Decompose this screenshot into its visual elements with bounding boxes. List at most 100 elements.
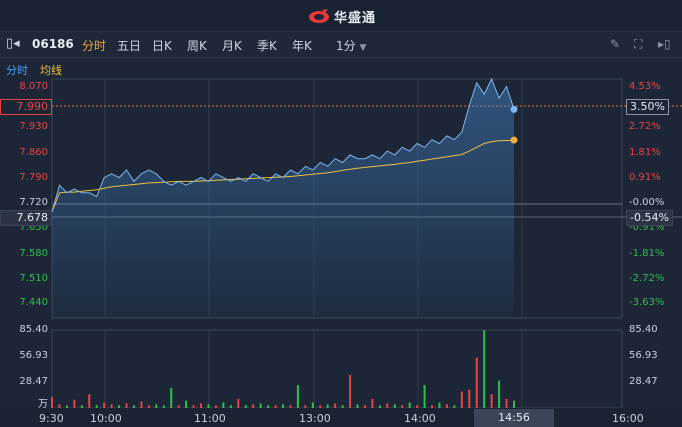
volume-bar [58, 404, 61, 408]
time-tick: 10:00 [90, 412, 122, 425]
volume-bar [274, 405, 277, 408]
legend-avg-line[interactable]: 均线 [40, 64, 62, 77]
brand-name: 华盛通 [334, 10, 377, 26]
volume-bar [103, 402, 106, 408]
price-tick: 8.070 [19, 81, 48, 92]
time-tick: 16:00 [612, 412, 644, 425]
volume-bar [289, 405, 292, 408]
time-tick: 9:30 [39, 412, 64, 425]
volume-bar [252, 404, 255, 408]
volume-bar [319, 405, 322, 408]
price-end-dot [510, 105, 518, 113]
volume-bar [207, 404, 210, 408]
volume-bar [438, 402, 441, 408]
volume-bar [363, 405, 366, 408]
tab-month-k[interactable]: 月K [222, 39, 242, 53]
avg-end-dot [510, 136, 518, 144]
volume-bar [326, 404, 329, 408]
price-area [52, 79, 514, 318]
volume-bar [371, 398, 374, 408]
volume-bar [267, 405, 270, 408]
time-tick: 13:00 [299, 412, 331, 425]
tab-timeshare[interactable]: 分时 [82, 39, 107, 53]
volume-bar [162, 405, 165, 408]
pct-tick: -0.91% [629, 222, 665, 233]
tab-day-k[interactable]: 日K [152, 39, 172, 53]
volume-tick: 56.93 [629, 350, 658, 361]
toolbar: ▯◂ 06186 分时 五日 日K 周K 月K 季K 年K 1分 ▼ ✎ ⛶ ▸… [0, 32, 682, 58]
pct-tick: -1.81% [629, 248, 665, 259]
pct-tick: 4.53% [629, 81, 661, 92]
volume-bar [445, 404, 448, 408]
time-tick: 11:00 [194, 412, 226, 425]
volume-bar [431, 405, 434, 408]
volume-bar [311, 402, 314, 408]
cursor-price-tag: 7.678 [0, 210, 52, 226]
time-tick: 14:00 [404, 412, 436, 425]
volume-unit: 万 [38, 399, 48, 410]
volume-bar [222, 402, 225, 408]
volume-bar [132, 405, 135, 408]
volume-bar [177, 405, 180, 408]
current-price-tag: 7.990 [0, 99, 52, 115]
volume-bar [416, 405, 419, 408]
draw-pen-icon[interactable]: ✎ [610, 37, 621, 51]
volume-bar [147, 405, 150, 408]
tab-week-k[interactable]: 周K [187, 39, 207, 53]
stock-code: 06186 [32, 37, 74, 51]
volume-bar [51, 397, 53, 408]
pct-tick: -3.63% [629, 297, 665, 308]
pct-tick: 0.91% [629, 172, 661, 183]
volume-bar [304, 405, 307, 408]
huasheng-logo-icon [309, 9, 329, 23]
tab-year-k[interactable]: 年K [292, 39, 312, 53]
legend-timeshare[interactable]: 分时 [6, 64, 28, 77]
current-time-tag: 14:56 [474, 409, 554, 427]
volume-tick: 85.40 [19, 324, 48, 335]
collapse-panel-icon[interactable]: ▯◂ [6, 36, 20, 51]
volume-bar [468, 389, 471, 408]
volume-bar [185, 400, 188, 408]
volume-bar [378, 405, 381, 408]
volume-bar [244, 405, 247, 408]
title-bar: 华盛通 [0, 0, 682, 32]
tab-5day[interactable]: 五日 [117, 39, 142, 53]
period-select[interactable]: 1分 ▼ [336, 37, 366, 54]
volume-bar [282, 404, 284, 408]
expand-panel-icon[interactable]: ▸▯ [658, 37, 671, 51]
volume-bar [483, 330, 486, 408]
tab-quarter-k[interactable]: 季K [257, 39, 277, 53]
period-value: 1分 [336, 39, 356, 53]
volume-bar [341, 405, 344, 408]
price-tick: 7.440 [19, 297, 48, 308]
volume-bar [125, 403, 128, 408]
brand: 华盛通 [308, 6, 376, 26]
current-pct-tag: 3.50% [626, 99, 669, 115]
volume-bar [73, 399, 76, 408]
price-tick: 7.860 [19, 147, 48, 158]
price-tick: 7.580 [19, 248, 48, 259]
volume-bar [155, 404, 158, 408]
chevron-down-icon: ▼ [359, 43, 367, 53]
volume-bar [200, 403, 203, 408]
volume-bar [80, 405, 83, 408]
volume-bar [296, 385, 299, 408]
volume-bar [356, 404, 359, 408]
volume-bar [490, 394, 493, 408]
volume-bar [214, 405, 217, 408]
price-line [51, 77, 515, 212]
volume-bar [349, 375, 352, 408]
pct-tick: -2.72% [629, 273, 665, 284]
fullscreen-icon[interactable]: ⛶ [634, 37, 643, 51]
pct-tick: 1.81% [629, 147, 661, 158]
volume-bar [423, 385, 426, 408]
volume-bar [65, 405, 68, 408]
volume-bar [408, 402, 411, 408]
volume-bar [334, 403, 337, 408]
price-tick: 7.790 [19, 172, 48, 183]
volume-bar [192, 405, 195, 408]
price-tick: 7.510 [19, 273, 48, 284]
volume-tick: 28.47 [19, 376, 48, 387]
volume-panel-frame [51, 329, 623, 409]
pct-tick: -0.00% [629, 197, 665, 208]
